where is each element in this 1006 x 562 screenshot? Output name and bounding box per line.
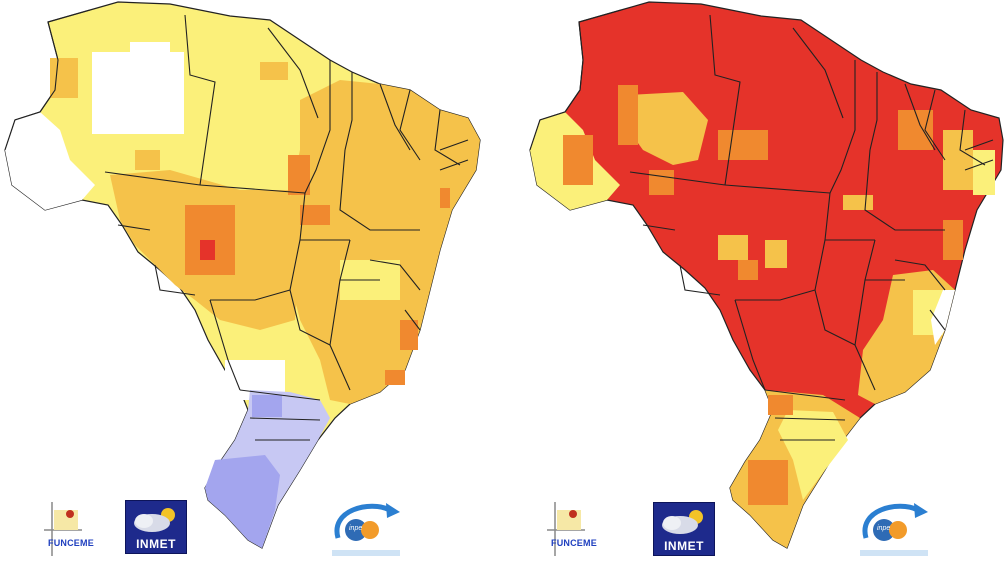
area-gold-w-1 <box>135 150 160 170</box>
border-west <box>529 9 622 151</box>
inpe-logo: inpe <box>858 500 930 558</box>
funceme-label: FUNCEME <box>48 538 94 548</box>
area-orange-6 <box>440 188 450 208</box>
inpe-label: inpe <box>349 525 363 532</box>
area-white-west <box>5 112 95 210</box>
area-orange-e2 <box>943 220 963 260</box>
area-orange-c3 <box>738 260 758 280</box>
area-gold-c1 <box>718 235 748 260</box>
inmet-label: INMET <box>136 537 176 551</box>
area-gold-ne-1 <box>260 62 288 80</box>
area-periwinkle-2 <box>252 395 282 417</box>
area-white-se <box>931 290 955 345</box>
inpe-label: inpe <box>877 525 891 532</box>
area-gold-north <box>625 92 708 165</box>
area-yellow-south <box>778 410 848 500</box>
area-orange-n2 <box>718 130 768 160</box>
area-gold-c2 <box>765 240 787 268</box>
area-gold-e1 <box>943 130 973 190</box>
border-west <box>4 9 91 151</box>
area-orange-north <box>618 85 638 145</box>
brazil-map-left <box>4 1 481 549</box>
funceme-label: FUNCEME <box>551 538 597 548</box>
area-orange-3 <box>300 205 330 225</box>
inmet-logo: INMET <box>125 500 187 554</box>
brazil-map-right <box>529 1 1004 549</box>
funceme-logo: FUNCEME <box>545 500 597 556</box>
area-orange-south <box>748 460 788 505</box>
map-panel-left: FUNCEME INMET inpe <box>4 1 481 558</box>
area-orange-west <box>563 135 593 185</box>
inmet-logo: INMET <box>653 502 715 556</box>
funceme-logo: FUNCEME <box>42 500 94 556</box>
area-orange-s2 <box>768 395 793 415</box>
inpe-logo: inpe <box>330 500 402 558</box>
area-orange-4 <box>400 320 418 350</box>
area-yellow-e1 <box>973 150 995 195</box>
state-borders <box>629 14 994 441</box>
area-orange-n3 <box>649 170 674 195</box>
inmet-label: INMET <box>664 539 704 553</box>
area-orange-2 <box>288 155 310 195</box>
area-gold-c4 <box>843 195 873 210</box>
area-orange-e1 <box>898 110 933 150</box>
state-borders <box>104 14 469 441</box>
area-orange-5 <box>385 370 405 385</box>
area-white-north-2 <box>130 42 170 62</box>
map-panel-right: FUNCEME INMET inpe <box>503 0 1006 562</box>
area-periwinkle-south <box>205 455 280 548</box>
area-red-1 <box>200 240 215 260</box>
area-white-north <box>92 52 184 134</box>
